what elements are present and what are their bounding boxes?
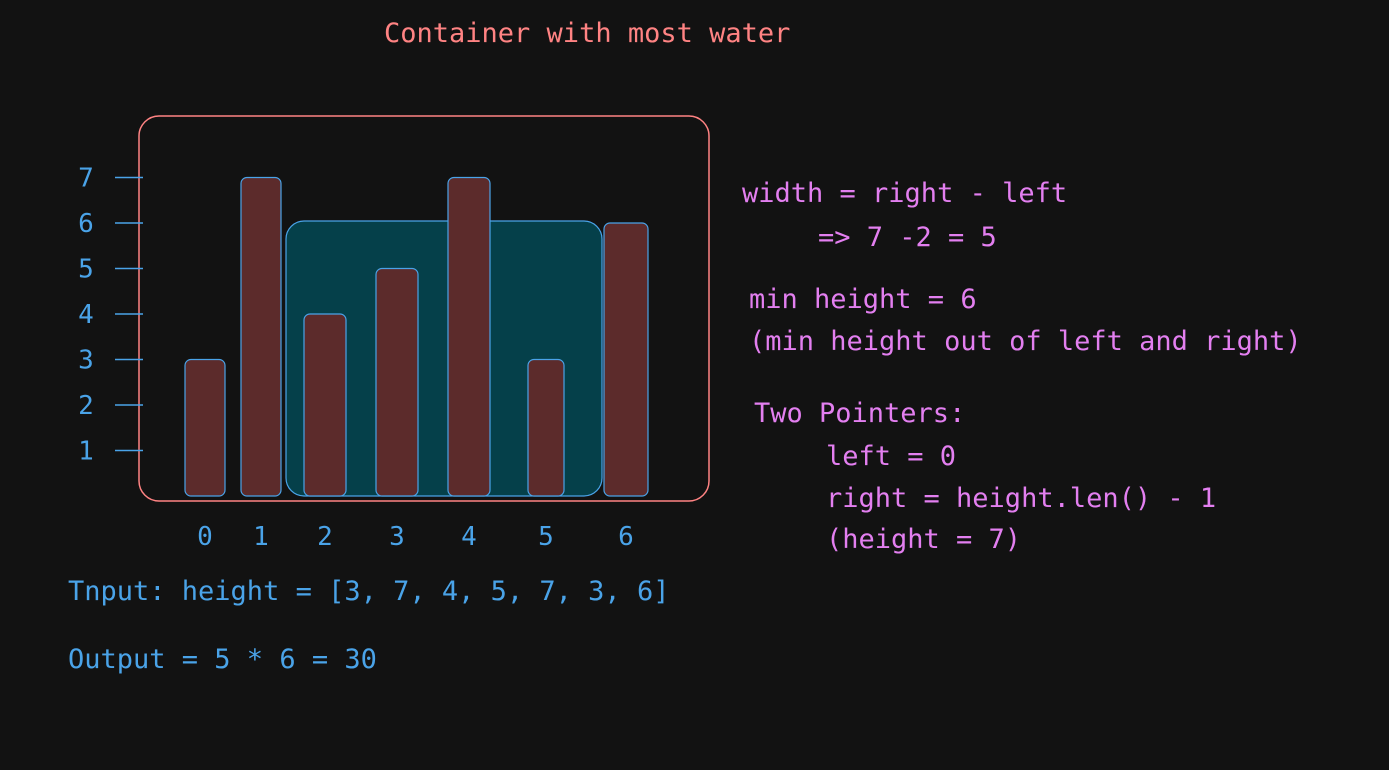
water-area-group — [285, 220, 603, 497]
bar-4 — [447, 176, 491, 497]
input-line: Tnput: height = [3, 7, 4, 5, 7, 3, 6] — [68, 576, 670, 607]
x-index-label-1: 1 — [253, 522, 269, 552]
output-line: Output = 5 * 6 = 30 — [68, 644, 377, 675]
y-tick-label-4: 4 — [78, 300, 94, 330]
x-index-label-5: 5 — [538, 522, 554, 552]
width-result: => 7 -2 = 5 — [818, 222, 997, 253]
x-index-label-2: 2 — [317, 522, 333, 552]
min-height-explanation: (min height out of left and right) — [749, 326, 1302, 357]
x-index-label-0: 0 — [197, 522, 213, 552]
diagram-title: Container with most water — [384, 18, 791, 49]
two-pointers-title: Two Pointers: — [754, 398, 966, 429]
bar-1 — [240, 176, 282, 497]
height-note: (height = 7) — [826, 524, 1022, 555]
right-pointer-init: right = height.len() - 1 — [826, 483, 1217, 514]
x-index-label-3: 3 — [389, 522, 405, 552]
bar-0 — [184, 358, 226, 497]
y-tick-label-6: 6 — [78, 209, 94, 239]
bar-3 — [375, 267, 419, 497]
y-tick-label-5: 5 — [78, 255, 94, 285]
x-index-label-4: 4 — [461, 522, 477, 552]
y-axis-group: 1 2 3 4 5 6 7 — [78, 164, 143, 467]
bars-group — [184, 176, 649, 497]
x-index-labels-group: 0 1 2 3 4 5 6 — [197, 522, 634, 552]
bar-6 — [603, 222, 649, 497]
y-tick-label-2: 2 — [78, 391, 94, 421]
bar-2 — [303, 313, 347, 497]
min-height-formula: min height = 6 — [749, 284, 977, 315]
width-formula: width = right - left — [742, 178, 1068, 209]
left-pointer-init: left = 0 — [826, 441, 957, 472]
bar-5 — [527, 358, 565, 497]
y-tick-label-1: 1 — [78, 437, 94, 467]
y-tick-label-3: 3 — [78, 346, 94, 376]
y-tick-label-7: 7 — [78, 164, 94, 194]
water-area — [285, 220, 603, 497]
chart-frame — [138, 115, 710, 502]
x-index-label-6: 6 — [618, 522, 634, 552]
